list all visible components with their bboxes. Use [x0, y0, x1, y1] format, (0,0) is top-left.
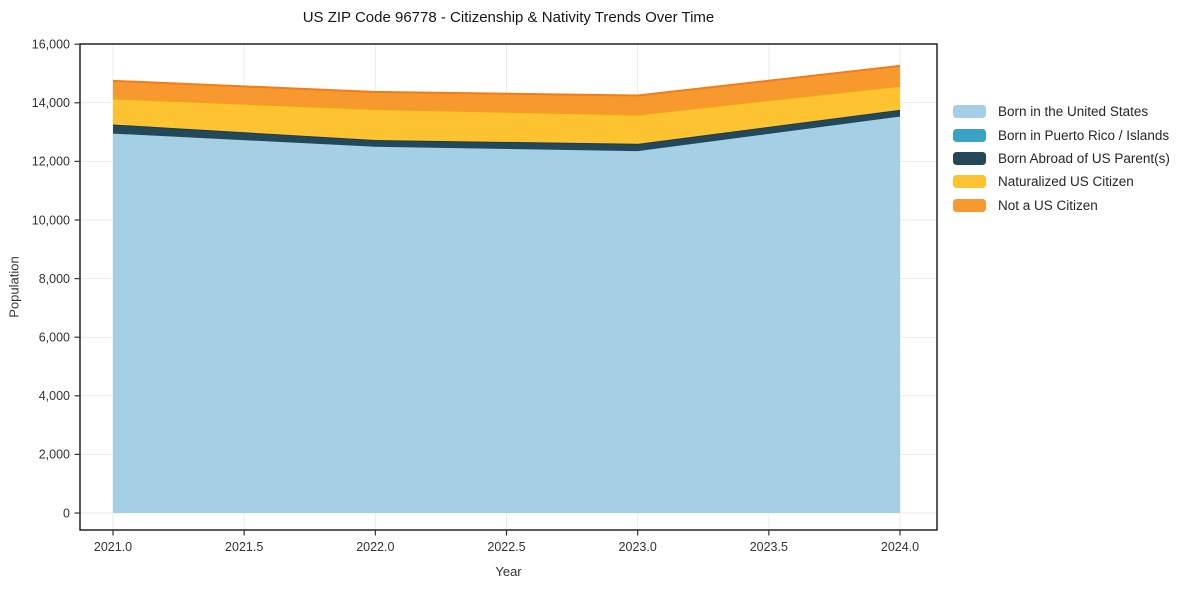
y-tick-label: 12,000	[32, 155, 70, 169]
y-tick-label: 8,000	[39, 272, 70, 286]
x-axis-label: Year	[495, 564, 522, 579]
y-tick-label: 6,000	[39, 331, 70, 345]
legend-item[interactable]: Not a US Citizen	[953, 194, 1170, 217]
y-axis-label: Population	[6, 256, 22, 318]
legend-label: Born in Puerto Rico / Islands	[998, 127, 1170, 143]
legend-item[interactable]: Naturalized US Citizen	[953, 170, 1170, 193]
x-tick-label: 2022.0	[356, 540, 394, 554]
legend-swatch-icon	[953, 198, 986, 212]
legend-swatch-icon	[953, 151, 986, 165]
legend-swatch-icon	[953, 175, 986, 189]
y-tick-label: 2,000	[39, 448, 70, 462]
area-band	[113, 109, 900, 152]
plot-border	[79, 43, 938, 531]
area-band	[113, 116, 900, 514]
x-tick-label: 2021.5	[225, 540, 263, 554]
legend-label: Naturalized US Citizen	[998, 174, 1134, 190]
legend-item[interactable]: Born Abroad of US Parent(s)	[953, 147, 1170, 170]
legend-swatch-icon	[953, 105, 986, 119]
x-tick-label: 2023.0	[619, 540, 657, 554]
legend-item[interactable]: Born in the United States	[953, 100, 1170, 123]
y-tick-label: 4,000	[39, 389, 70, 403]
x-tick-label: 2024.0	[881, 540, 919, 554]
legend-label: Born Abroad of US Parent(s)	[998, 150, 1170, 166]
area-band	[113, 85, 900, 144]
y-tick-label: 16,000	[32, 38, 70, 52]
x-tick-label: 2021.0	[94, 540, 132, 554]
x-tick-label: 2022.5	[487, 540, 525, 554]
chart-title: US ZIP Code 96778 - Citizenship & Nativi…	[302, 9, 715, 26]
legend-label: Not a US Citizen	[998, 197, 1098, 213]
area-boundary-line	[112, 64, 901, 97]
y-tick-label: 14,000	[32, 96, 70, 110]
legend-swatch-icon	[953, 128, 986, 142]
y-tick-label: 0	[63, 506, 70, 520]
legend: Born in the United States Born in Puerto …	[953, 100, 1170, 217]
y-tick-label: 10,000	[32, 213, 70, 227]
legend-label: Born in the United States	[998, 104, 1149, 120]
area-band	[113, 65, 900, 115]
legend-item[interactable]: Born in Puerto Rico / Islands	[953, 123, 1170, 146]
x-tick-label: 2023.5	[750, 540, 788, 554]
